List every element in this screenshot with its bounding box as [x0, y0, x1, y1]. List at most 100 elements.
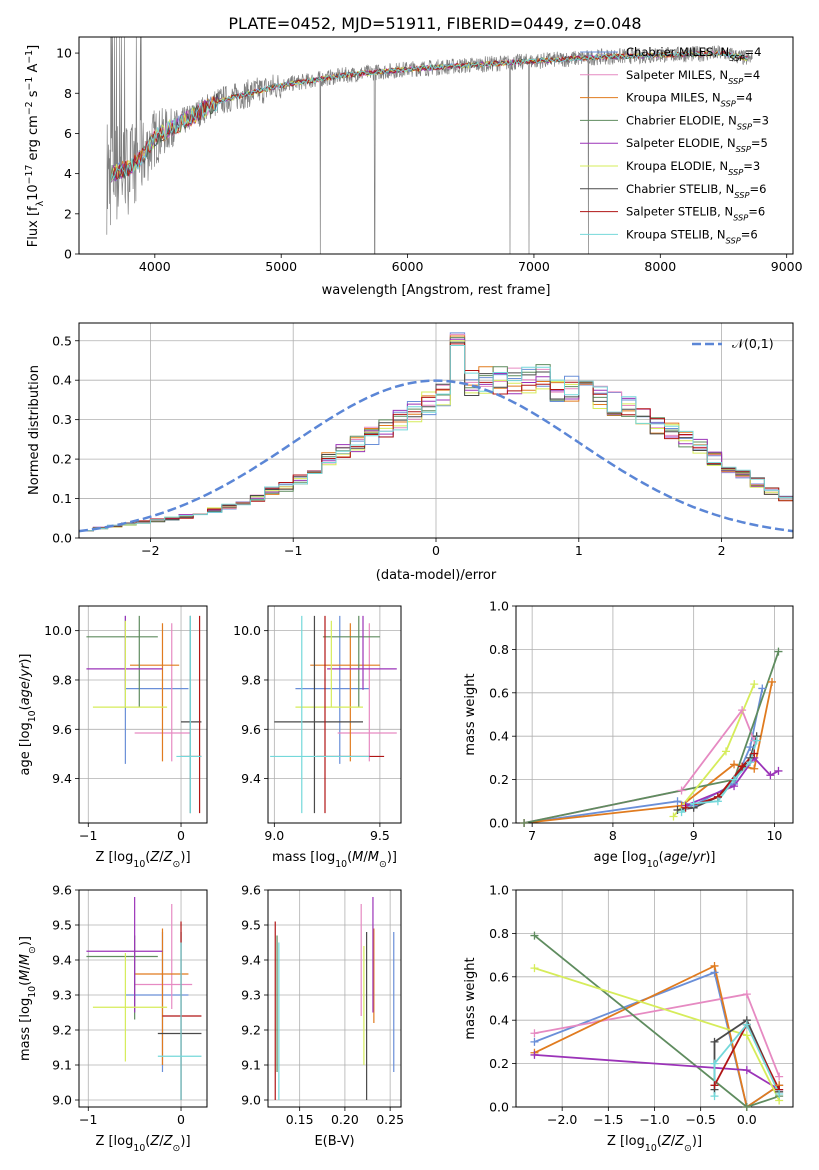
y-tick-label: 9.8	[241, 672, 261, 687]
y-tick-label: 9.0	[52, 1093, 72, 1108]
weight-line	[523, 688, 764, 823]
label-part: =6	[748, 205, 765, 219]
ticks	[75, 630, 182, 827]
weight-line	[523, 651, 780, 823]
label-part: Chabrier STELIB, N	[626, 182, 734, 196]
y-tick-label: 9.6	[52, 722, 72, 737]
weight-marker	[774, 647, 783, 656]
label-part: )]	[18, 653, 33, 663]
y-tick-label: 4	[64, 166, 72, 181]
label-part: SSP	[736, 144, 751, 154]
x-tick-label: 4000	[139, 259, 171, 274]
weight-line	[533, 934, 780, 1107]
plot-area	[86, 615, 202, 814]
label-part: )]	[180, 1134, 190, 1149]
label-part: (	[18, 981, 33, 986]
y-tick-label: 0.0	[52, 531, 72, 546]
y-tick-label: 10.0	[233, 623, 261, 638]
label-part: −1	[24, 50, 35, 64]
label-part: age [log	[18, 722, 33, 775]
label-part: Z [log	[95, 1134, 133, 1149]
y-tick-label: 0.0	[489, 816, 509, 831]
label-part: s	[26, 90, 41, 101]
y-tick-label: 9.5	[241, 918, 261, 933]
label-part: SSP	[733, 213, 748, 223]
y-tick-label: 10	[56, 46, 72, 61]
weight-marker	[530, 1037, 539, 1046]
label-part: )]	[692, 1134, 702, 1149]
weight-marker	[768, 677, 777, 686]
figure-title: PLATE=0452, MJD=51911, FIBERID=0449, z=0…	[228, 14, 641, 33]
label-part: =3	[752, 113, 769, 127]
weight-marker	[750, 749, 759, 758]
label-part: Z	[163, 1134, 174, 1149]
weight-marker	[774, 766, 783, 775]
gridlines	[268, 606, 401, 823]
label-part: (	[657, 1134, 662, 1149]
weight-marker	[750, 764, 759, 773]
x-axis-label: mass [log10(M/M⊙)]	[272, 850, 397, 870]
label-part: 10	[27, 986, 38, 998]
x-tick-label: 10	[766, 828, 782, 843]
label-part: Kroupa ELODIE, N	[626, 159, 728, 173]
plot-area	[270, 615, 397, 814]
weight-line	[681, 740, 758, 813]
x-axis-label: E(B-V)	[314, 1134, 354, 1149]
x-tick-label: 6000	[392, 259, 424, 274]
label-part: Z	[149, 850, 160, 865]
label-part: )]	[705, 850, 715, 865]
y-tick-label: 0.5	[52, 333, 72, 348]
residuals-axes: −2 −1 0 1 2 0.0 0.1 0.2 0.3 0.4 0.5 𝒩(0,1) (data-mod…	[27, 322, 794, 583]
weight-marker	[681, 803, 690, 812]
label-part: Chabrier MILES, N	[626, 45, 729, 59]
label-part: /	[671, 1134, 676, 1149]
axes-frame	[78, 605, 208, 824]
mass-vs-ebv-axes: 0.15 0.20 0.25 9.0 9.1 9.2 9.3 9.4 9.5 9.6 E(B-V)	[241, 883, 404, 1150]
weight-marker	[742, 1020, 751, 1029]
age-vs-z-axes: −1 09.49.69.810.0Z [log10(Z/Z⊙)]age [log1…	[18, 605, 208, 870]
weight-line	[534, 964, 780, 1107]
weight-marker	[775, 1072, 784, 1081]
plot-area	[274, 897, 395, 1100]
weight-marker	[669, 812, 678, 821]
label-part: age	[18, 681, 33, 705]
x-tick-label: 1	[575, 543, 583, 558]
label-part: age [log	[593, 850, 646, 865]
x-tick-label: 9.0	[264, 828, 284, 843]
label-part: 10	[27, 710, 38, 722]
x-tick-label: −0.5	[685, 1112, 715, 1127]
label-part: Kroupa STELIB, N	[626, 227, 726, 241]
label-part: Salpeter ELODIE, N	[626, 136, 736, 150]
weight-marker	[721, 747, 730, 756]
x-axis-label: wavelength [Angstrom, rest frame]	[322, 283, 551, 298]
ticks	[264, 630, 381, 827]
label-part: ]	[26, 45, 41, 50]
label-part: /	[18, 965, 33, 970]
axes-frame	[78, 889, 208, 1108]
label-part: /	[688, 850, 693, 865]
x-tick-label: 0.15	[286, 1112, 314, 1127]
axes-frame	[515, 605, 794, 824]
x-tick-label: −2	[141, 543, 159, 558]
x-tick-label: 2	[718, 543, 726, 558]
ticks	[512, 889, 748, 1111]
label-part: ⊙	[379, 859, 387, 870]
weight-marker	[738, 762, 747, 771]
label-part: 10	[645, 1143, 657, 1154]
label-part: /	[159, 850, 164, 865]
label-part: ⊙	[684, 1143, 692, 1154]
label-part: 10	[647, 859, 659, 870]
x-tick-label: 0.20	[331, 1112, 359, 1127]
weight-vs-z-axes: −2.0 −1.5 −1.0 −0.5 0.0 0.0 0.2 0.4 0.6 0.8 1.0 Z […	[463, 883, 794, 1154]
weight-marker	[746, 758, 755, 767]
weight-marker	[730, 775, 739, 784]
label-part: =6	[749, 182, 766, 196]
label-part: Salpeter STELIB, N	[626, 205, 733, 219]
label-part: SSP	[728, 76, 743, 86]
y-tick-label: 9.6	[52, 883, 72, 898]
legend-label: Salpeter MILES, NSSP=4	[626, 68, 760, 86]
label-part: 10	[133, 859, 145, 870]
y-tick-label: 9.2	[52, 1023, 72, 1038]
y-tick-label: 9.6	[241, 722, 261, 737]
